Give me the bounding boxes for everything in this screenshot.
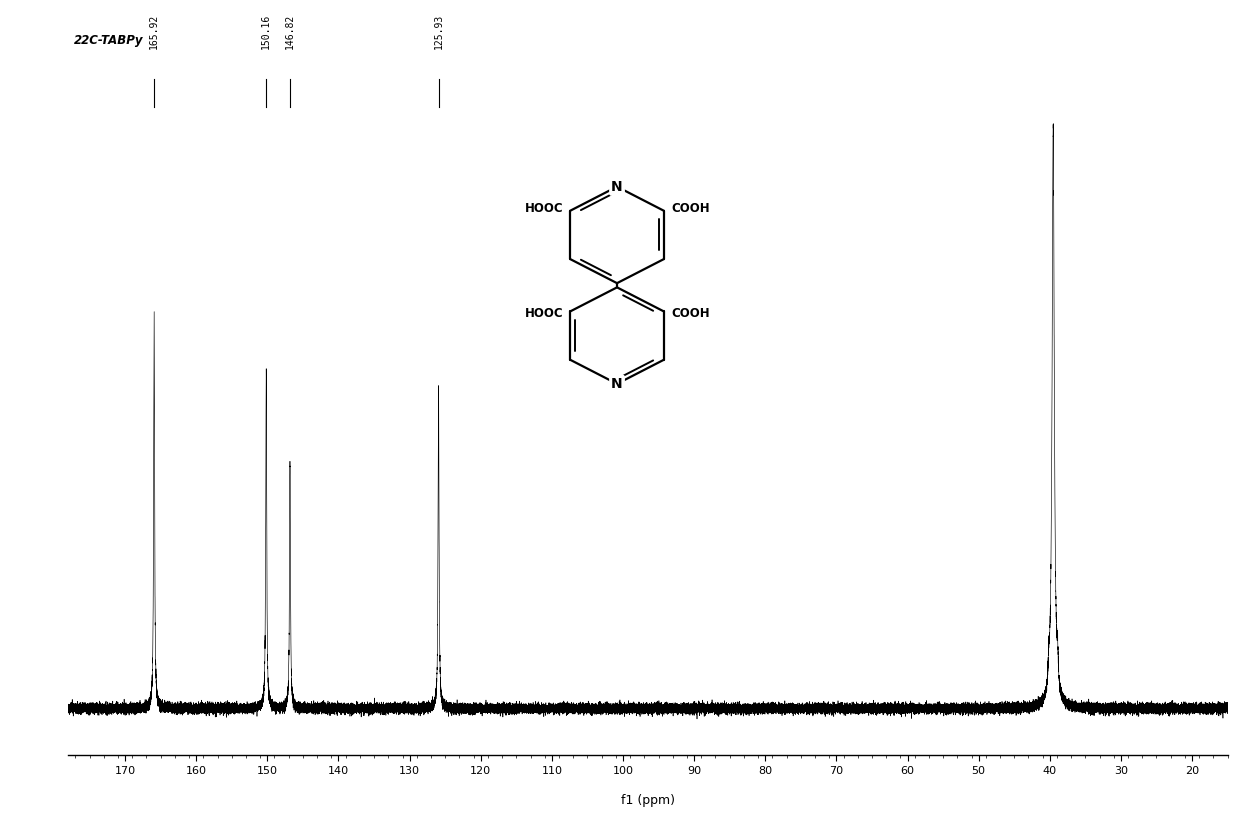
- Text: 150.16: 150.16: [262, 13, 272, 49]
- Text: N: N: [611, 377, 622, 391]
- Text: COOH: COOH: [671, 307, 709, 320]
- X-axis label: f1 (ppm): f1 (ppm): [621, 794, 675, 807]
- Text: N: N: [611, 180, 622, 194]
- Text: 22C-TABPy: 22C-TABPy: [74, 34, 144, 47]
- Text: 165.92: 165.92: [149, 13, 159, 49]
- Text: 125.93: 125.93: [434, 13, 444, 49]
- Text: HOOC: HOOC: [525, 307, 563, 320]
- Text: 146.82: 146.82: [285, 13, 295, 49]
- Text: COOH: COOH: [671, 202, 709, 215]
- Text: HOOC: HOOC: [525, 202, 563, 215]
